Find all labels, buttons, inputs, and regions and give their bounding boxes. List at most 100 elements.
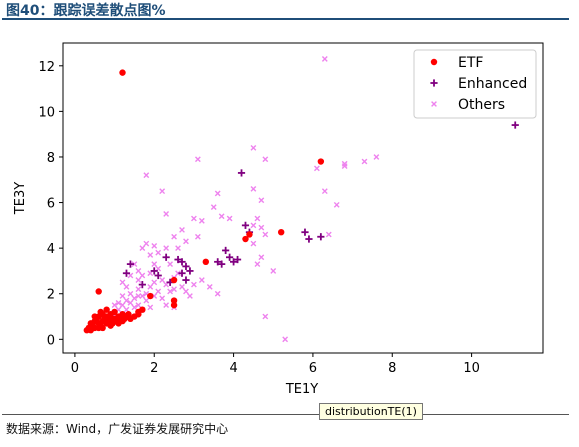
point-etf xyxy=(97,308,104,316)
point-others xyxy=(254,215,261,222)
point-enhanced xyxy=(301,228,309,236)
point-etf xyxy=(135,311,142,318)
y-tick-label: 0 xyxy=(47,333,55,348)
point-etf xyxy=(147,292,154,300)
point-etf xyxy=(107,322,114,329)
plot-frame xyxy=(62,42,544,354)
point-others xyxy=(111,302,118,309)
point-others xyxy=(123,284,130,290)
point-enhanced xyxy=(214,258,222,266)
title-rule xyxy=(2,18,569,20)
point-others xyxy=(159,188,166,195)
point-others xyxy=(135,277,142,283)
point-etf xyxy=(170,297,178,304)
point-others xyxy=(119,302,126,309)
point-others xyxy=(119,279,126,286)
point-others xyxy=(123,297,130,304)
x-tick-label: 6 xyxy=(309,361,317,376)
point-others xyxy=(313,165,320,172)
point-enhanced xyxy=(162,253,170,261)
point-others xyxy=(163,211,170,217)
point-etf xyxy=(99,324,106,332)
point-others xyxy=(361,158,368,165)
point-enhanced xyxy=(317,233,325,241)
point-etf xyxy=(317,158,325,165)
point-etf xyxy=(119,69,126,76)
point-others xyxy=(198,217,205,224)
y-tick-label: 10 xyxy=(38,105,55,120)
point-enhanced xyxy=(511,121,519,129)
source-note: 数据来源：Wind，广发证券发展研究中心 xyxy=(6,422,229,436)
point-others xyxy=(143,172,150,179)
point-etf xyxy=(119,317,126,325)
point-others xyxy=(119,293,126,299)
point-others xyxy=(147,252,154,258)
point-others xyxy=(373,154,380,160)
point-enhanced xyxy=(222,246,230,255)
point-enhanced xyxy=(138,281,146,289)
point-others xyxy=(325,231,332,238)
point-others xyxy=(258,254,265,261)
point-others xyxy=(151,279,158,286)
point-etf xyxy=(277,228,285,236)
point-others xyxy=(151,261,158,267)
point-others xyxy=(191,215,197,222)
legend-marker-others xyxy=(431,101,437,107)
point-enhanced xyxy=(305,235,313,243)
point-others xyxy=(127,290,134,297)
point-others xyxy=(143,240,150,247)
point-others xyxy=(115,299,122,306)
point-others xyxy=(321,188,328,195)
point-enhanced xyxy=(122,269,131,277)
point-others xyxy=(250,144,257,151)
point-others xyxy=(183,288,189,295)
point-enhanced xyxy=(182,262,190,270)
point-others xyxy=(131,261,138,267)
point-others xyxy=(159,277,166,283)
point-others xyxy=(179,284,185,290)
marks-layer xyxy=(83,56,519,343)
point-others xyxy=(250,222,257,229)
point-etf xyxy=(87,320,94,327)
point-enhanced xyxy=(229,258,238,266)
x-tick-label: 4 xyxy=(229,361,237,376)
point-etf xyxy=(170,301,178,309)
point-others xyxy=(171,233,177,240)
point-others xyxy=(262,313,269,320)
point-etf xyxy=(170,276,178,284)
point-others xyxy=(143,297,150,304)
point-etf xyxy=(246,231,253,238)
point-others xyxy=(270,268,277,274)
point-others xyxy=(167,261,174,267)
point-others xyxy=(131,295,138,302)
point-others xyxy=(131,304,138,311)
point-others xyxy=(321,56,328,62)
point-others xyxy=(258,197,265,204)
figure-title: 图40：跟踪误差散点图% xyxy=(6,3,166,19)
point-enhanced xyxy=(218,260,226,268)
point-others xyxy=(135,293,142,299)
point-others xyxy=(179,227,185,233)
point-etf xyxy=(202,258,210,266)
x-tick-label: 2 xyxy=(150,361,158,376)
point-others xyxy=(135,302,142,309)
x-tick-label: 10 xyxy=(463,361,480,376)
point-others xyxy=(210,204,217,211)
point-others xyxy=(214,290,221,297)
y-tick-label: 4 xyxy=(47,242,55,257)
point-others xyxy=(198,277,205,283)
point-others xyxy=(282,336,289,343)
legend: ETF Enhanced Others xyxy=(413,49,537,119)
y-tick-label: 2 xyxy=(47,288,55,303)
legend-marker-etf xyxy=(430,58,438,66)
point-others xyxy=(159,295,166,302)
point-others xyxy=(258,224,265,231)
point-enhanced xyxy=(178,258,186,266)
y-tick-label: 12 xyxy=(38,60,55,75)
axes-layer: 0 2 4 6 8 10 0 2 4 6 8 10 12 xyxy=(38,42,544,376)
point-others xyxy=(175,270,181,277)
point-etf xyxy=(95,288,102,295)
point-others xyxy=(163,302,170,309)
point-enhanced xyxy=(126,260,135,268)
